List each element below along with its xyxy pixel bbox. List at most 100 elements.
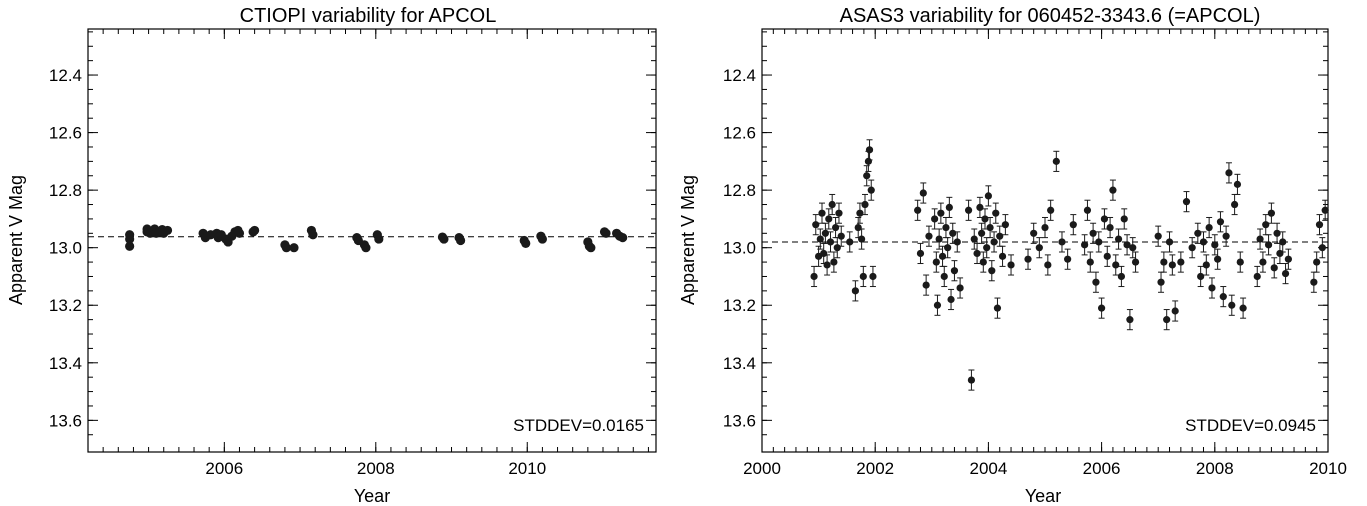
data-point xyxy=(984,192,993,200)
x-tick-label: 2008 xyxy=(1196,459,1234,478)
data-point xyxy=(835,209,843,217)
data-point xyxy=(981,215,989,223)
data-point xyxy=(1114,235,1123,243)
data-point xyxy=(828,200,836,209)
data-point xyxy=(858,235,866,243)
data-point xyxy=(837,232,845,240)
data-point xyxy=(1154,232,1162,240)
chart-title: ASAS3 variability for 060452-3343.6 (=AP… xyxy=(840,5,1261,27)
y-tick-label: 12.6 xyxy=(723,124,756,143)
x-tick-label: 2006 xyxy=(205,459,243,478)
data-point xyxy=(919,189,927,197)
x-tick-label: 2010 xyxy=(1309,459,1347,478)
data-point xyxy=(1279,238,1287,246)
data-point xyxy=(947,295,955,304)
data-point xyxy=(1058,238,1066,246)
y-axis-label: Apparent V Mag xyxy=(678,175,698,305)
data-point xyxy=(1253,272,1261,281)
data-point xyxy=(1131,258,1140,266)
data-point xyxy=(289,243,299,253)
data-point xyxy=(1281,269,1290,278)
data-point xyxy=(869,272,877,281)
data-point xyxy=(1041,223,1049,232)
data-point xyxy=(1157,278,1165,286)
stddev-annotation: STDDEV=0.0945 xyxy=(1185,416,1316,435)
data-point xyxy=(1214,255,1222,263)
data-point xyxy=(1264,241,1273,249)
y-tick-label: 13.2 xyxy=(723,296,756,315)
y-tick-label: 13.4 xyxy=(723,354,756,373)
data-point xyxy=(1177,258,1185,266)
chart-title: CTIOPI variability for APCOL xyxy=(240,5,497,27)
data-point xyxy=(935,235,943,243)
data-point xyxy=(925,232,933,240)
data-point xyxy=(1117,272,1126,281)
data-point xyxy=(938,252,947,260)
data-point xyxy=(308,230,318,240)
data-point xyxy=(374,234,384,244)
data-point xyxy=(846,238,854,246)
y-tick-label: 12.4 xyxy=(723,66,756,85)
data-point xyxy=(916,249,925,258)
data-point xyxy=(993,304,1002,312)
data-point xyxy=(250,225,260,236)
data-point xyxy=(1318,244,1326,252)
data-point xyxy=(1165,238,1174,246)
x-tick-label: 2010 xyxy=(508,459,546,478)
data-point xyxy=(942,223,950,232)
data-point xyxy=(234,228,245,238)
data-point xyxy=(1089,229,1097,237)
data-point xyxy=(1222,232,1230,240)
y-tick-label: 13.4 xyxy=(49,354,82,373)
data-point xyxy=(1236,258,1244,266)
data-point xyxy=(944,244,952,252)
data-point xyxy=(978,229,986,237)
data-point xyxy=(1083,206,1092,214)
data-point xyxy=(1199,238,1208,246)
data-point xyxy=(439,234,449,244)
data-point xyxy=(601,228,611,238)
data-point xyxy=(937,209,945,217)
chart-right: ASAS3 variability for 060452-3343.6 (=AP… xyxy=(678,5,1347,506)
y-tick-label: 13.2 xyxy=(49,296,82,315)
data-point xyxy=(1208,284,1216,292)
data-point xyxy=(986,223,994,232)
data-point xyxy=(1123,241,1131,249)
data-point xyxy=(859,272,867,281)
data-point xyxy=(810,272,818,281)
data-point xyxy=(812,221,820,229)
x-tick-label: 2002 xyxy=(856,459,894,478)
ticks: 12.4 12.6 12.8 13.0 13.2 13.4 13.6 2006 2008 2010 xyxy=(49,29,656,478)
data-point xyxy=(830,258,838,266)
data-point xyxy=(1256,235,1264,243)
data-point xyxy=(867,186,875,194)
data-point xyxy=(1126,316,1134,324)
data-point xyxy=(1024,255,1032,263)
data-point xyxy=(162,225,173,236)
data-point xyxy=(1081,241,1089,249)
data-point xyxy=(1231,200,1239,209)
data-point xyxy=(979,258,987,266)
data-point xyxy=(1310,278,1318,286)
data-point xyxy=(1160,258,1168,266)
data-point xyxy=(940,272,948,281)
data-point xyxy=(1168,261,1176,269)
data-point xyxy=(996,232,1004,240)
data-point xyxy=(1086,258,1094,266)
data-point xyxy=(932,258,940,266)
data-point xyxy=(1129,244,1137,252)
data-point xyxy=(1273,229,1281,237)
data-point xyxy=(1205,223,1213,232)
data-point xyxy=(851,287,859,295)
data-point xyxy=(856,209,864,217)
data-point xyxy=(998,252,1007,260)
data-point xyxy=(992,209,1000,217)
data-point xyxy=(953,238,961,246)
data-point xyxy=(1321,206,1329,214)
data-point xyxy=(1109,186,1117,194)
y-tick-label: 12.8 xyxy=(49,181,82,200)
x-tick-label: 2004 xyxy=(969,459,1007,478)
data-point xyxy=(1216,218,1225,226)
data-point xyxy=(1197,272,1205,281)
data-point xyxy=(1219,293,1227,301)
